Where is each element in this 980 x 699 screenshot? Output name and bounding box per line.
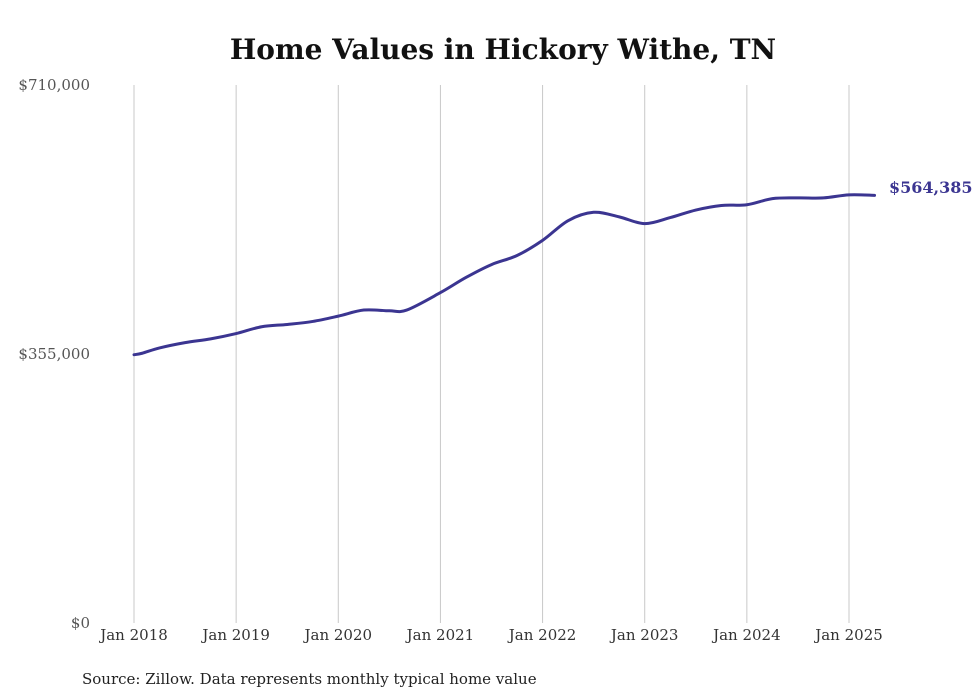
y-tick-label: $0	[71, 614, 90, 632]
x-tick-label: Jan 2019	[200, 626, 270, 644]
x-tick-label: Jan 2018	[98, 626, 168, 644]
x-axis-ticks: Jan 2018 Jan 2019 Jan 2020 Jan 2021 Jan 2022…	[98, 626, 883, 644]
y-tick-label: $355,000	[18, 345, 90, 363]
y-axis-ticks: $0 $355,000 $710,000	[18, 76, 90, 632]
source-note: Source: Zillow. Data represents monthly …	[82, 670, 537, 688]
series-layer	[132, 193, 877, 357]
x-tick-label: Jan 2023	[609, 626, 679, 644]
x-tick-label: Jan 2020	[303, 626, 373, 644]
x-tick-label: Jan 2021	[405, 626, 475, 644]
latest-value-label: $564,385	[889, 178, 973, 197]
x-tick-label: Jan 2025	[813, 626, 883, 644]
x-tick-label: Jan 2024	[711, 626, 781, 644]
x-tick-label: Jan 2022	[507, 626, 577, 644]
home-value-series-line	[132, 193, 877, 357]
gridlines	[133, 85, 850, 623]
y-tick-label: $710,000	[18, 76, 90, 94]
chart-title: Home Values in Hickory Withe, TN	[230, 33, 776, 66]
